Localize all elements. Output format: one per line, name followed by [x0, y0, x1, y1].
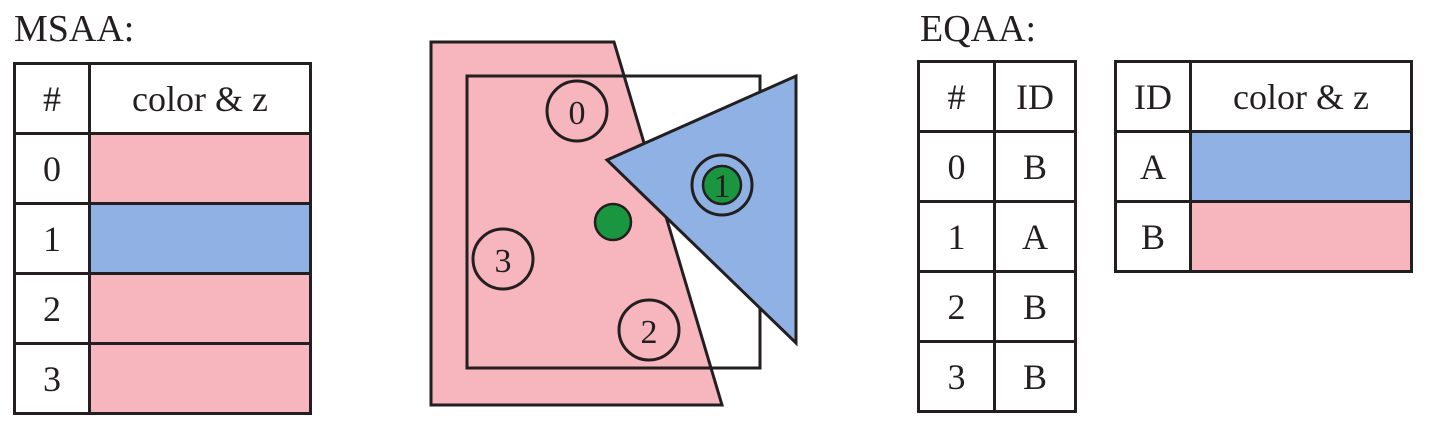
eqaa-color-table: ID color & z A B	[1114, 60, 1413, 273]
msaa-header-row: # color & z	[13, 62, 312, 135]
table-row: 1 A	[917, 200, 1077, 273]
sample-0: 0	[545, 79, 609, 143]
sample-3-label: 3	[495, 243, 512, 280]
eqaa-color-swatch	[1189, 130, 1413, 203]
msaa-color-swatch	[88, 342, 312, 415]
msaa-sample-index: 0	[13, 132, 91, 205]
table-row: 1	[13, 202, 312, 275]
eqaa-sample-index: 3	[917, 340, 996, 413]
eqaa-color-header-row: ID color & z	[1114, 60, 1413, 133]
msaa-header-index: #	[13, 62, 91, 135]
table-row: 3 B	[917, 340, 1077, 413]
table-row: 2	[13, 272, 312, 345]
sample-1-center-dot	[701, 164, 743, 206]
blue-triangle-shape	[604, 73, 798, 347]
msaa-sample-index: 3	[13, 342, 91, 415]
msaa-color-swatch	[88, 132, 312, 205]
eqaa-sample-index: 0	[917, 130, 996, 203]
sample-2-label: 2	[641, 314, 658, 351]
table-row: 2 B	[917, 270, 1077, 343]
msaa-color-swatch	[88, 202, 312, 275]
eqaa-map-header-id: ID	[993, 60, 1077, 133]
table-row: A	[1114, 130, 1413, 203]
eqaa-color-id: B	[1114, 200, 1192, 273]
msaa-sample-index: 2	[13, 272, 91, 345]
eqaa-color-header-id: ID	[1114, 60, 1192, 133]
table-row: 0 B	[917, 130, 1077, 203]
eqaa-sample-id: B	[993, 270, 1077, 343]
eqaa-color-header-color: color & z	[1189, 60, 1413, 133]
eqaa-sample-id: B	[993, 130, 1077, 203]
eqaa-color-id: A	[1114, 130, 1192, 203]
msaa-color-swatch	[88, 272, 312, 345]
pink-triangle-shape	[429, 40, 725, 407]
msaa-heading: MSAA:	[14, 8, 135, 50]
eqaa-sample-id-table: # ID 0 B 1 A 2 B 3 B	[917, 60, 1077, 413]
table-row: B	[1114, 200, 1413, 273]
eqaa-sample-index: 1	[917, 200, 996, 273]
msaa-header-color: color & z	[88, 62, 312, 135]
table-row: 3	[13, 342, 312, 415]
sample-1: 1	[690, 153, 754, 217]
table-row: 0	[13, 132, 312, 205]
sample-3: 3	[471, 227, 535, 291]
msaa-table: # color & z 0 1 2 3	[13, 62, 312, 415]
sample-2: 2	[617, 298, 681, 362]
eqaa-map-header-row: # ID	[917, 60, 1077, 133]
eqaa-sample-id: B	[993, 340, 1077, 413]
eqaa-sample-index: 2	[917, 270, 996, 343]
eqaa-heading: EQAA:	[920, 8, 1037, 50]
sample-1-label: 1	[714, 168, 731, 205]
eqaa-map-header-index: #	[917, 60, 996, 133]
sample-0-label: 0	[569, 95, 586, 132]
eqaa-color-swatch	[1189, 200, 1413, 273]
eqaa-sample-id: A	[993, 200, 1077, 273]
msaa-sample-index: 1	[13, 202, 91, 275]
pixel-center-dot	[593, 202, 633, 242]
